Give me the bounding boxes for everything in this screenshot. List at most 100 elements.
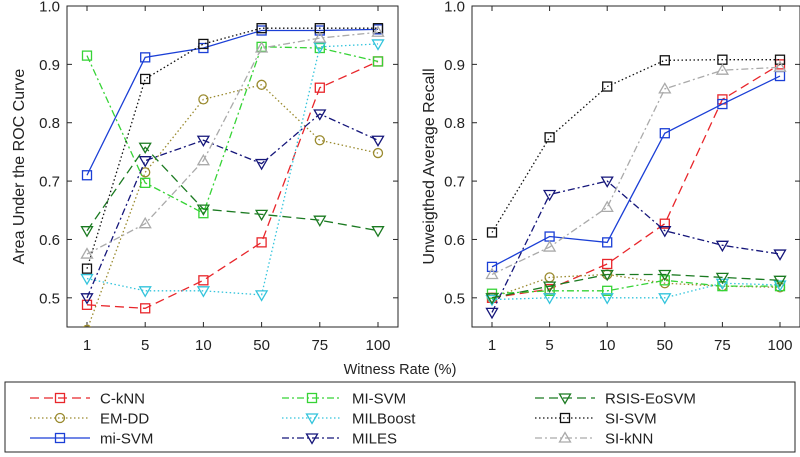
data-point-em-dd — [314, 135, 325, 146]
series-line-miles — [86, 113, 379, 299]
legend-label: RSIS-EoSVM — [605, 391, 696, 408]
series-miles — [80, 109, 385, 305]
plot-series-group — [80, 23, 385, 327]
data-point-mi-svm — [140, 177, 151, 188]
data-point-si-knn — [715, 63, 730, 75]
data-point-milboost — [80, 273, 94, 286]
legend-marker — [54, 412, 66, 424]
data-point-miles — [196, 135, 211, 148]
legend-marker — [54, 392, 66, 404]
chart-panels: 0.5 0.6 0.7 0.8 0.9 1.0 1 5 10 50 75 100 Area Under … — [11, 0, 800, 354]
series-c-knn — [81, 56, 384, 314]
data-point-mi-svm — [717, 98, 728, 110]
legend-label: SI-SVM — [605, 411, 657, 428]
data-point-si-svm — [198, 38, 209, 50]
data-point-si-svm — [774, 54, 786, 65]
series-line-mi-svm — [86, 46, 379, 215]
y-tick-label: 1.0 — [444, 0, 465, 16]
series-line-milboost — [491, 282, 781, 301]
data-point-si-knn — [485, 267, 499, 280]
series-line-milboost — [86, 43, 379, 296]
data-point-si-svm — [81, 263, 93, 274]
data-point-rsis-eosvm — [196, 204, 211, 216]
data-point-si-knn — [600, 200, 614, 213]
y-tick-label: 0.8 — [39, 115, 60, 132]
data-point-milboost — [313, 42, 327, 54]
series-line-em-dd — [87, 84, 379, 327]
data-point-si-knn — [371, 25, 385, 37]
y-tick-label: 0.8 — [444, 115, 465, 132]
data-point-si-knn — [542, 240, 557, 252]
data-point-mi-svm — [659, 128, 670, 139]
series-line-rsis-eosvm — [491, 273, 781, 299]
y-axis-label: Area Under the ROC Curve — [11, 69, 28, 265]
data-point-milboost — [658, 293, 672, 305]
data-point-mi-svm — [81, 170, 93, 181]
data-point-rsis-eosvm — [313, 215, 327, 227]
data-point-miles — [138, 156, 152, 168]
data-point-milboost — [485, 294, 499, 307]
legend-label: MILBoost — [352, 411, 416, 428]
chart-panel-1: 0.5 0.6 0.7 0.8 0.9 1.0 1 5 10 50 75 100 Area Under … — [11, 0, 399, 354]
plot-series-group — [485, 54, 787, 320]
data-point-miles — [485, 307, 499, 320]
legend-label: EM-DD — [100, 411, 149, 428]
legend-frame — [4, 381, 796, 453]
series-line-rsis-eosvm — [86, 146, 379, 232]
data-point-mi-svm — [602, 237, 613, 248]
data-point-milboost — [254, 290, 269, 302]
data-point-rsis-eosvm — [715, 272, 730, 285]
data-point-si-svm — [659, 55, 670, 66]
y-axis-label: Unweigthed Average Recall — [421, 68, 438, 264]
data-point-si-knn — [138, 216, 152, 229]
chart-panel-2: 0.5 0.6 0.7 0.8 0.9 1.0 1 5 10 50 75 100 Unweigthed … — [421, 0, 800, 354]
x-tick-label: 5 — [141, 337, 149, 354]
legend-entry-miles: MILES — [282, 431, 397, 448]
y-tick-label: 1.0 — [39, 0, 60, 16]
data-point-miles — [371, 135, 385, 148]
series-em-dd — [82, 79, 384, 327]
legend-label: C-kNN — [100, 391, 145, 408]
data-point-miles — [542, 189, 557, 202]
data-point-miles — [80, 293, 94, 305]
data-point-mi-svm — [602, 285, 613, 296]
data-point-miles — [773, 249, 787, 261]
legend-marker — [305, 413, 319, 425]
series-rsis-eosvm — [485, 269, 787, 305]
series-line-c-knn — [491, 63, 781, 299]
data-point-si-svm — [256, 23, 267, 34]
data-point-miles — [254, 158, 269, 171]
series-mi-svm — [81, 24, 384, 181]
data-point-miles — [600, 176, 614, 188]
data-point-milboost — [196, 286, 211, 298]
legend: C-kNN EM-DD mi-SVM MI-SVM MILBoost MILES RSIS-… — [4, 381, 796, 453]
series-rsis-eosvm — [80, 142, 385, 238]
x-tick-label: 1 — [488, 337, 496, 354]
series-line-miles — [491, 180, 781, 313]
series-line-mi-svm — [491, 75, 781, 268]
plot-area-frame — [471, 5, 800, 328]
series-line-si-svm — [491, 59, 780, 233]
data-point-si-svm — [486, 227, 498, 238]
legend-entry-c-knn: C-kNN — [30, 391, 145, 408]
data-point-si-svm — [602, 81, 613, 92]
x-tick-label: 1 — [83, 337, 91, 354]
data-point-c-knn — [314, 82, 325, 93]
legend-marker — [306, 392, 318, 404]
series-milboost — [485, 278, 787, 307]
y-tick-label: 0.7 — [39, 174, 60, 191]
data-point-c-knn — [198, 275, 209, 286]
series-si-svm — [486, 54, 786, 238]
series-miles — [485, 176, 787, 320]
legend-label: MI-SVM — [352, 391, 406, 408]
data-point-miles — [658, 226, 672, 238]
legend-label: MILES — [352, 431, 397, 448]
data-point-em-dd — [372, 147, 384, 159]
series-line-si-svm — [86, 27, 378, 269]
series-line-mi-svm — [86, 28, 379, 176]
data-point-rsis-eosvm — [542, 281, 557, 293]
legend-entry-si-knn: SI-kNN — [535, 431, 653, 448]
data-point-si-svm — [140, 73, 151, 85]
data-point-si-knn — [658, 82, 672, 94]
